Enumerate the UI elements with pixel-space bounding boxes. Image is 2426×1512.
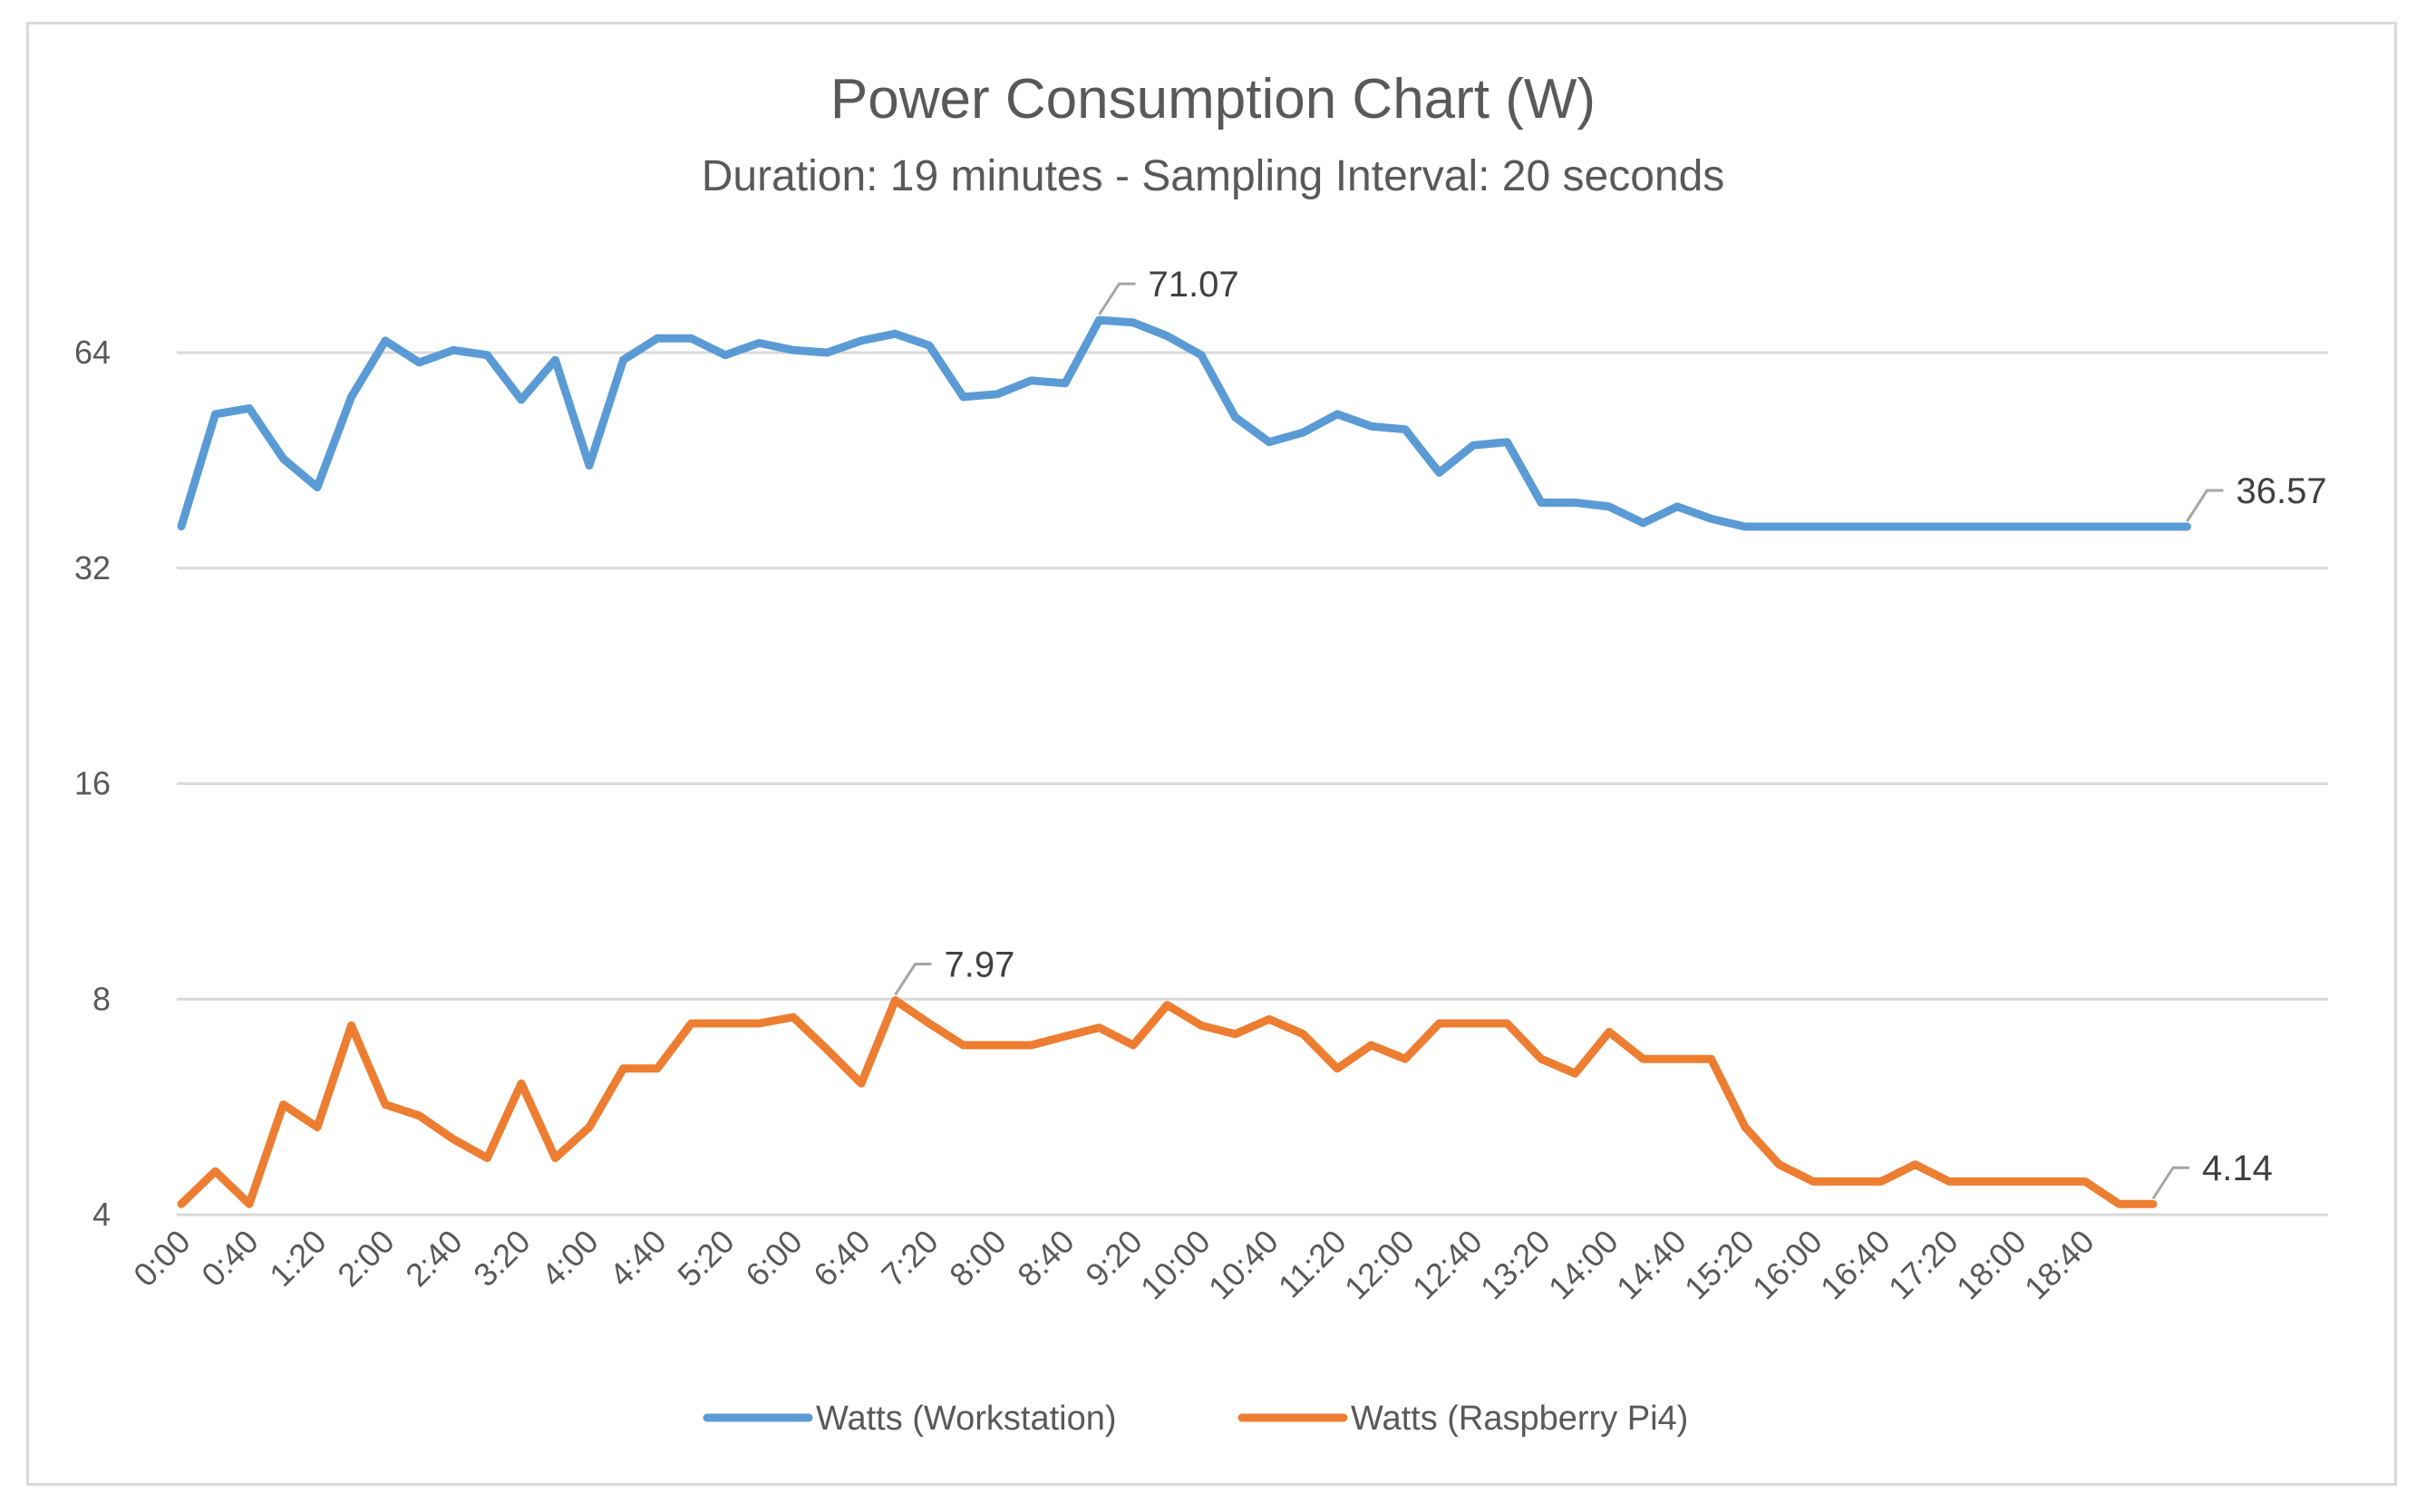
- x-tick-label: 14:00: [1541, 1223, 1625, 1307]
- data-label-leader: [2186, 489, 2224, 522]
- x-tick-label: 10:00: [1133, 1223, 1218, 1307]
- x-tick-label: 1:20: [262, 1223, 334, 1294]
- x-tick-label: 18:00: [1949, 1223, 2033, 1307]
- data-label-leader: [2151, 1166, 2189, 1200]
- y-tick-label: 16: [74, 765, 111, 802]
- series-line-workstation: [177, 315, 2191, 531]
- x-tick-label: 12:40: [1405, 1223, 1490, 1307]
- data-label: 4.14: [2202, 1149, 2273, 1188]
- x-tick-label: 8:00: [942, 1223, 1014, 1294]
- x-tick-label: 10:40: [1201, 1223, 1286, 1307]
- x-tick-label: 14:40: [1609, 1223, 1693, 1307]
- x-tick-label: 8:40: [1010, 1223, 1082, 1294]
- chart-frame: [26, 22, 2397, 1486]
- x-tick-label: 0:40: [194, 1223, 266, 1294]
- x-tick-label: 11:20: [1271, 1223, 1354, 1305]
- x-tick-label: 4:40: [602, 1223, 674, 1294]
- series-line-raspberry-pi4: [177, 996, 2158, 1208]
- data-label-leader: [1098, 282, 1136, 315]
- x-tick-label: 0:00: [126, 1223, 198, 1294]
- x-tick-label: 13:20: [1473, 1223, 1557, 1307]
- data-label: 71.07: [1149, 265, 1239, 305]
- y-tick-label: 32: [74, 549, 111, 586]
- chart-subtitle: Duration: 19 minutes - Sampling Interval…: [702, 152, 1725, 200]
- data-label: 7.97: [945, 945, 1015, 985]
- y-tick-label: 4: [92, 1196, 111, 1233]
- legend-item-workstation: Watts (Workstation): [703, 1400, 1117, 1438]
- chart-title: Power Consumption Chart (W): [830, 68, 1596, 131]
- x-tick-label: 5:20: [670, 1223, 742, 1294]
- data-label: 36.57: [2237, 471, 2327, 511]
- y-tick-label: 8: [92, 980, 111, 1017]
- y-axis-ticks: 64 32 16 8 4: [74, 334, 111, 1233]
- x-tick-label: 18:40: [2017, 1223, 2101, 1307]
- series-lines: [177, 315, 2191, 1208]
- x-tick-label: 6:00: [738, 1223, 810, 1294]
- x-tick-label: 16:00: [1745, 1223, 1829, 1307]
- legend: Watts (Workstation) Watts (Raspberry Pi4): [703, 1400, 1688, 1438]
- x-tick-label: 7:20: [874, 1223, 946, 1294]
- data-labels: 71.07 36.57 7.97 4.14: [894, 265, 2327, 1200]
- legend-label: Watts (Raspberry Pi4): [1351, 1400, 1688, 1438]
- x-tick-label: 12:00: [1337, 1223, 1422, 1307]
- x-tick-label: 4:00: [534, 1223, 606, 1294]
- x-tick-label: 2:00: [330, 1223, 402, 1294]
- x-tick-label: 3:20: [466, 1223, 538, 1294]
- x-tick-label: 6:40: [806, 1223, 878, 1294]
- x-axis-ticks: 0:000:401:202:002:403:204:004:405:206:00…: [126, 1223, 2101, 1307]
- x-tick-label: 2:40: [398, 1223, 470, 1294]
- data-label-leader: [894, 963, 932, 996]
- y-tick-label: 64: [74, 334, 111, 371]
- x-tick-label: 16:40: [1813, 1223, 1897, 1307]
- x-tick-label: 15:20: [1677, 1223, 1761, 1307]
- gridlines: [177, 351, 2328, 1216]
- x-tick-label: 17:20: [1881, 1223, 1965, 1307]
- legend-label: Watts (Workstation): [816, 1400, 1117, 1438]
- legend-item-raspberry-pi4: Watts (Raspberry Pi4): [1237, 1400, 1688, 1438]
